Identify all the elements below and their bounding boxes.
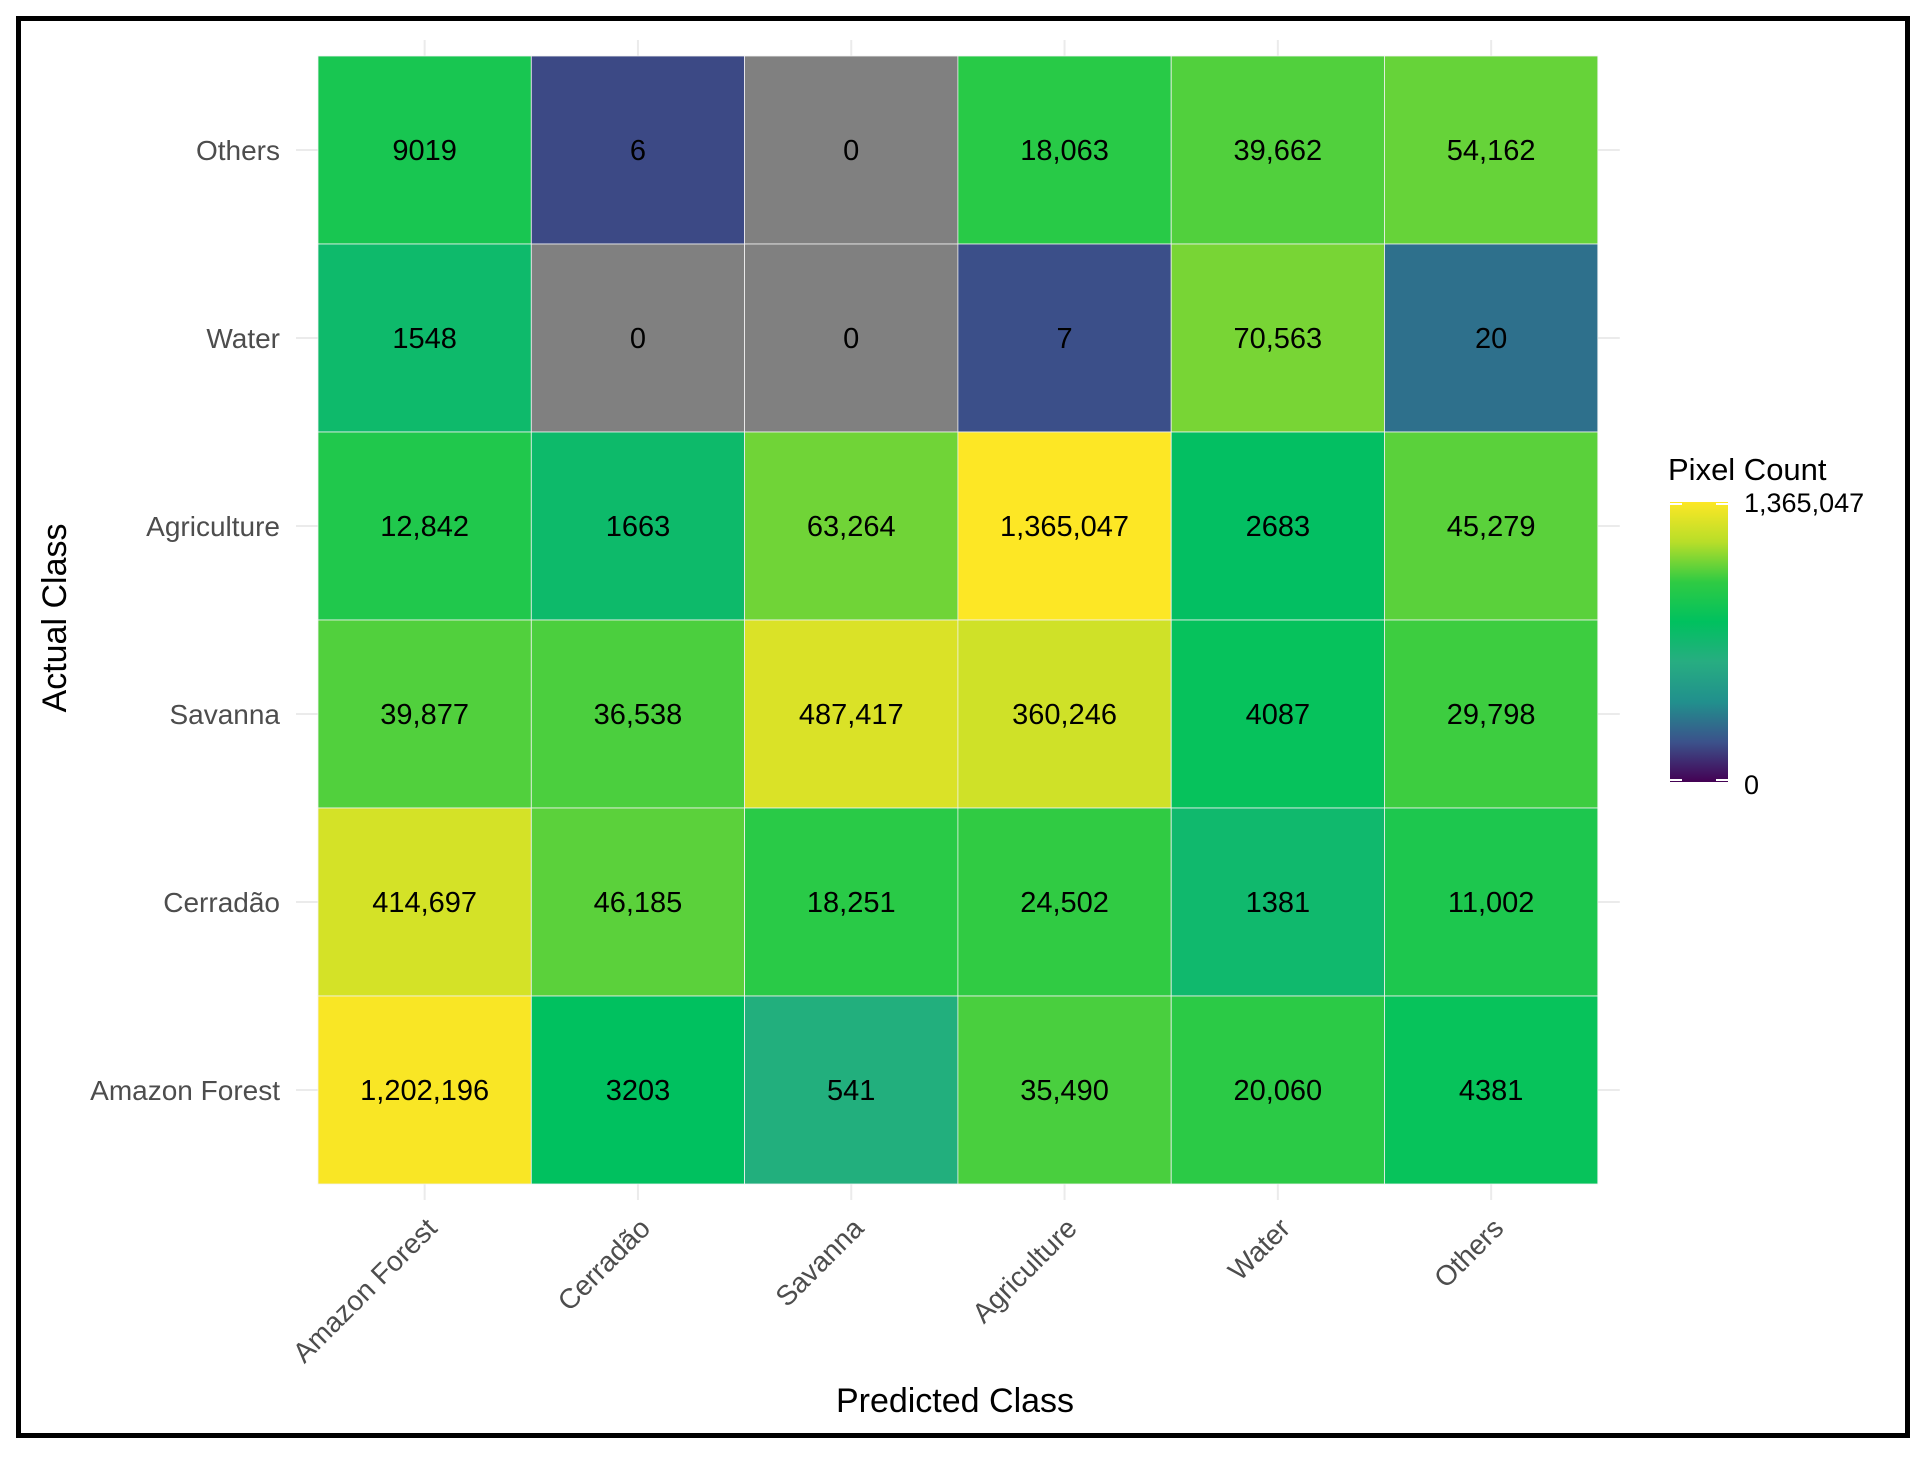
heatmap-cell [744,55,959,245]
legend-colorbar [1670,502,1728,782]
cell-value-label: 6 [630,135,646,167]
cell-value-label: 63,264 [807,511,896,543]
cell-value-label: 1381 [1246,887,1311,919]
legend: Pixel Count 1,365,047 0 [1668,452,1864,800]
cell-value-label: 70,563 [1233,323,1322,355]
y-tick-label: Savanna [169,699,280,730]
heatmap-cell [1384,431,1599,621]
cell-value-label: 12,842 [380,511,469,543]
heatmap-cell [957,55,1172,245]
cell-value-label: 39,877 [380,699,469,731]
x-axis-title: Predicted Class [836,1382,1074,1420]
cell-value-label: 18,251 [807,887,896,919]
y-axis-title: Actual Class [36,524,74,713]
heatmap-cell [744,431,959,621]
cell-value-label: 0 [843,323,859,355]
heatmap-cell [1384,995,1599,1185]
heatmap-cell [1170,431,1385,621]
x-tick-label: Others [1428,1212,1509,1293]
heatmap-cell [530,55,745,245]
cell-value-label: 1,202,196 [360,1075,489,1107]
heatmap-cell [1170,807,1385,997]
heatmap-cell [530,431,745,621]
cell-value-label: 39,662 [1233,135,1322,167]
heatmap-cell [744,619,959,809]
cell-value-label: 4381 [1459,1075,1524,1107]
y-tick-label: Others [196,135,280,166]
heatmap-cell [1170,995,1385,1185]
legend-title: Pixel Count [1668,452,1827,487]
cell-value-label: 360,246 [1012,699,1117,731]
cell-value-label: 11,002 [1448,887,1535,919]
cell-value-label: 24,502 [1020,887,1109,919]
x-tick-label: Amazon Forest [287,1212,443,1368]
cell-value-label: 9019 [392,135,457,167]
cell-value-label: 4087 [1246,699,1311,731]
heatmap-cell [1170,243,1385,433]
heatmap-cell [744,995,959,1185]
heatmap-cell [1384,55,1599,245]
legend-max-label: 1,365,047 [1744,488,1864,518]
cell-value-label: 7 [1056,323,1072,355]
y-tick-label: Amazon Forest [90,1075,280,1106]
cell-value-label: 18,063 [1020,135,1109,167]
cell-value-label: 2683 [1246,511,1311,543]
heatmap-cell [957,431,1172,621]
cell-value-label: 20 [1475,323,1507,355]
y-tick-label: Agriculture [146,511,280,542]
x-tick-label: Water [1222,1212,1296,1286]
cell-value-label: 1663 [606,511,671,543]
x-tick-label: Agriculture [966,1212,1083,1329]
heatmap-cell [530,243,745,433]
y-tick-label: Cerradão [163,887,280,918]
heatmap-cell [744,243,959,433]
heatmap-cell [530,619,745,809]
heatmap-cell [317,55,532,245]
cell-value-label: 54,162 [1447,135,1536,167]
heatmap-cell [317,243,532,433]
cell-value-label: 0 [843,135,859,167]
cell-value-label: 46,185 [594,887,683,919]
cell-value-label: 541 [827,1075,875,1107]
heatmap-cell [317,619,532,809]
cell-value-label: 29,798 [1447,699,1536,731]
heatmap-cell [1170,619,1385,809]
cell-value-label: 1548 [392,323,457,355]
legend-min-label: 0 [1744,770,1759,800]
heatmap-cell [317,995,532,1185]
x-axis-ticks: Amazon Forest Cerradão Savanna Agriculture W… [287,1212,1510,1368]
heatmap-cell-labels: 9019 6 0 18,063 39,662 54,162 1548 0 0 7 70,563 20 1… [360,135,1535,1107]
cell-value-label: 35,490 [1020,1075,1109,1107]
heatmap-cell [957,619,1172,809]
heatmap-cell [530,807,745,997]
heatmap-cell [1384,619,1599,809]
heatmap-cell [957,807,1172,997]
cell-value-label: 45,279 [1447,511,1536,543]
x-tick-label: Savanna [769,1212,869,1312]
heatmap-cell [1384,807,1599,997]
cell-value-label: 0 [630,323,646,355]
cell-value-label: 487,417 [799,699,904,731]
cell-value-label: 20,060 [1233,1075,1322,1107]
cell-value-label: 3203 [606,1075,671,1107]
y-tick-label: Water [206,323,280,354]
heatmap-cell [317,807,532,997]
heatmap-cell [957,995,1172,1185]
heatmap-cell [1384,243,1599,433]
heatmap-cell [530,995,745,1185]
heatmap-cell [317,431,532,621]
heatmap-cells [317,55,1599,1185]
y-axis-ticks: Others Water Agriculture Savanna Cerradão Ama… [90,135,280,1106]
cell-value-label: 414,697 [372,887,477,919]
heatmap-cell [957,243,1172,433]
cell-value-label: 1,365,047 [1000,511,1129,543]
x-tick-label: Cerradão [552,1212,656,1316]
cell-value-label: 36,538 [594,699,683,731]
